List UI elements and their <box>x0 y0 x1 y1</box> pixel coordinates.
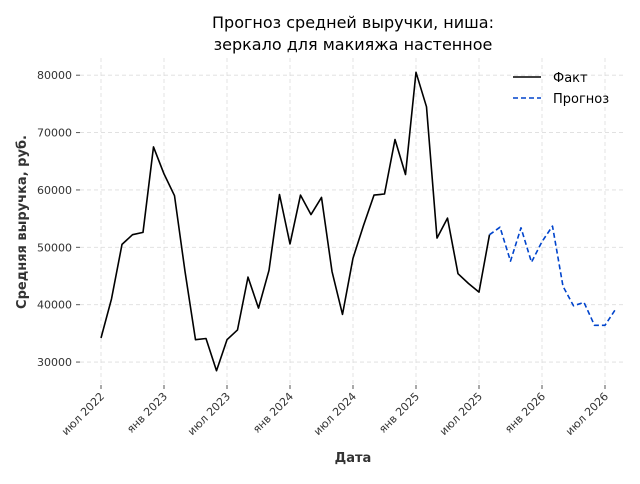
x-tick-label: янв 2023 <box>124 390 170 436</box>
grid <box>80 58 626 385</box>
y-tick-label: 70000 <box>37 127 72 140</box>
y-tick-label: 50000 <box>37 241 72 254</box>
series-line-fact <box>100 71 491 372</box>
x-axis-ticks: июл 2022 янв 2023 июл 2023 янв 2024 июл 2024… <box>59 385 611 438</box>
y-axis-ticks: 30000 40000 50000 60000 70000 80000 <box>37 69 80 369</box>
y-tick-label: 60000 <box>37 184 72 197</box>
y-tick-label: 80000 <box>37 69 72 82</box>
x-axis-title: Дата <box>335 451 372 466</box>
legend-label-fact: Факт <box>553 71 588 86</box>
x-tick-label: июл 2025 <box>437 390 485 438</box>
chart-title-line-2: зеркало для макияжа настенное <box>214 35 493 54</box>
x-tick-label: июл 2023 <box>185 390 233 438</box>
x-tick-label: июл 2022 <box>59 390 107 438</box>
x-tick-label: июл 2026 <box>563 390 611 438</box>
y-tick-label: 40000 <box>37 299 72 312</box>
x-tick-label: июл 2024 <box>311 390 359 438</box>
x-tick-label: янв 2024 <box>250 390 296 436</box>
legend-label-forecast: Прогноз <box>553 92 609 107</box>
chart-title-line-1: Прогноз средней выручки, ниша: <box>212 13 494 32</box>
series-lines <box>100 71 617 372</box>
y-axis-title: Средняя выручка, руб. <box>15 135 30 309</box>
series-line-forecast <box>489 225 617 327</box>
y-tick-label: 30000 <box>37 356 72 369</box>
x-tick-label: янв 2026 <box>502 390 548 436</box>
legend: Факт Прогноз <box>513 71 609 107</box>
x-tick-label: янв 2025 <box>376 390 422 436</box>
